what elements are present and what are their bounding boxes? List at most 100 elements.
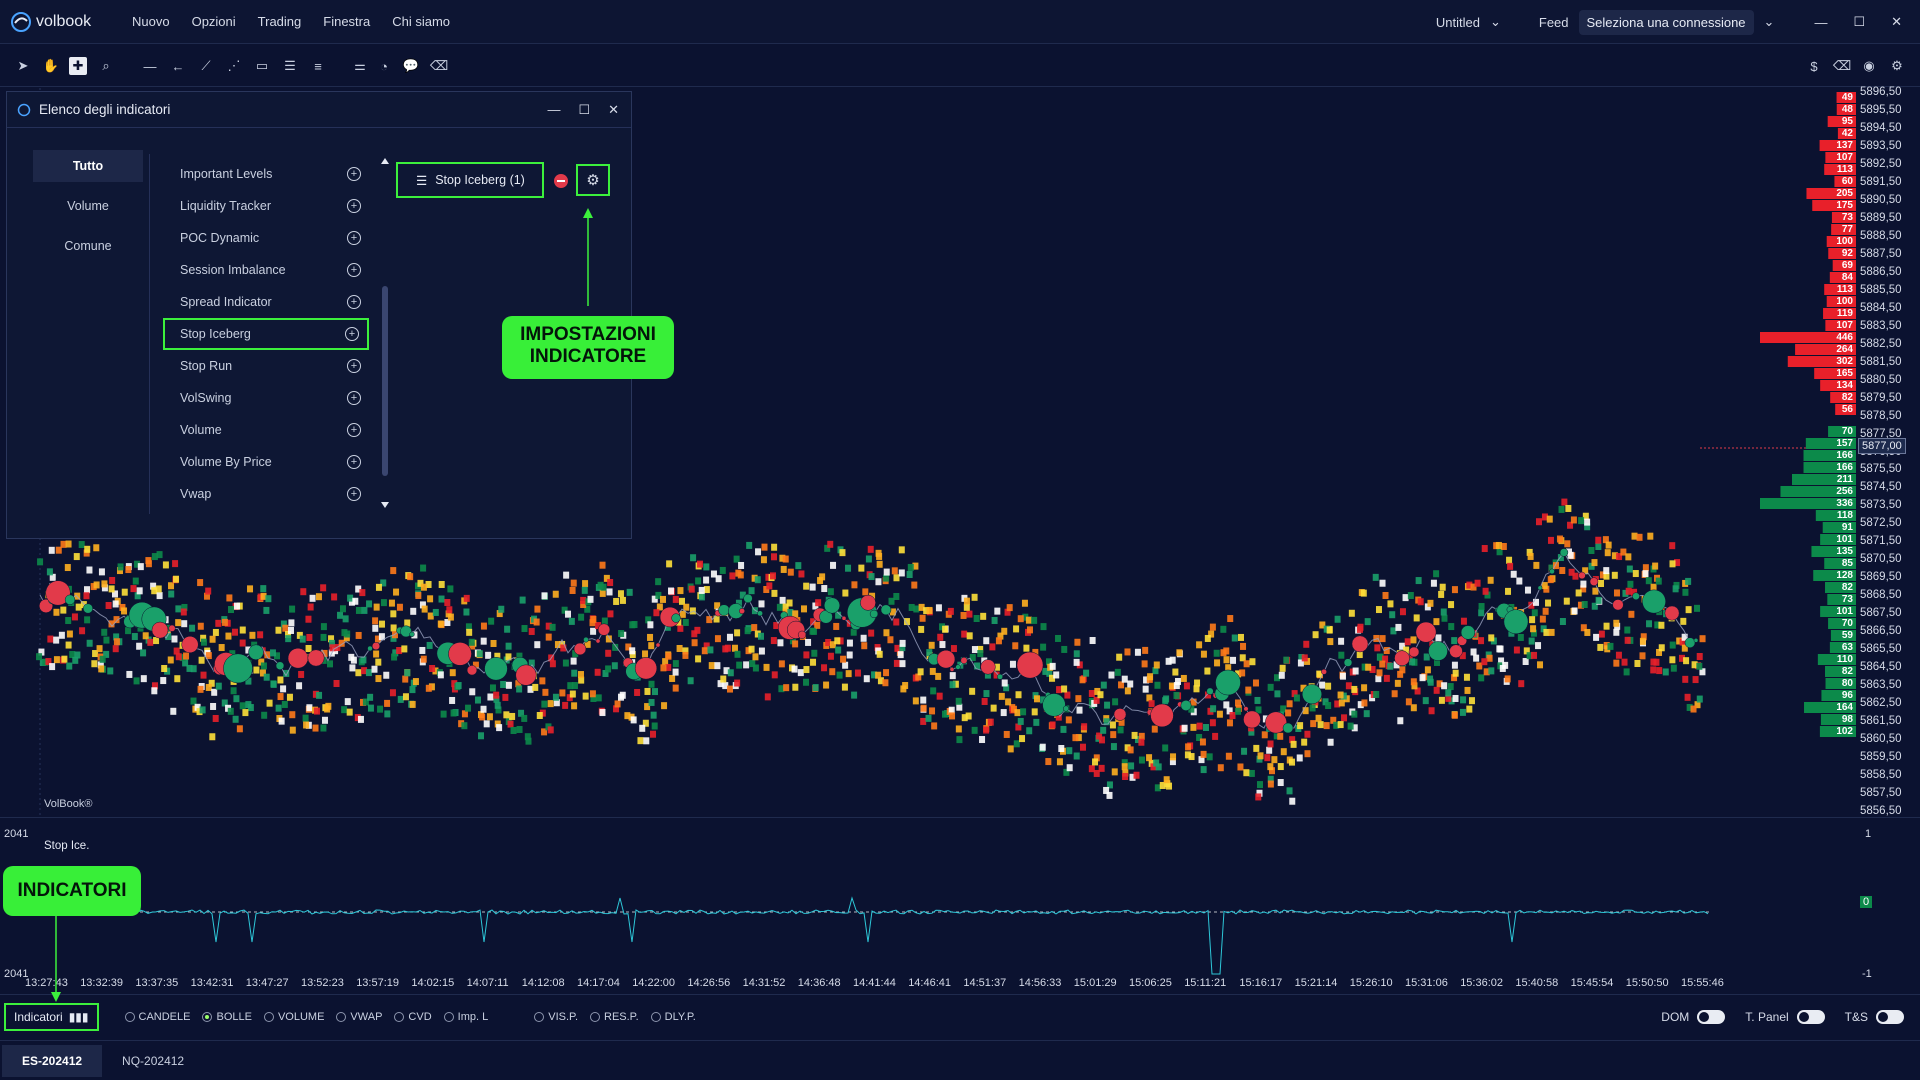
dom-ask-bar <box>1825 152 1856 163</box>
menu-chi-siamo[interactable]: Chi siamo <box>392 14 451 29</box>
category-list: Tutto Volume Comune <box>33 150 143 270</box>
rectangle-icon[interactable]: ▭ <box>255 58 269 73</box>
minimize-icon[interactable]: — <box>547 102 561 117</box>
tab-nq[interactable]: NQ-202412 <box>122 1053 185 1068</box>
mode-vis-p[interactable]: VIS.P. <box>534 1011 578 1023</box>
indicator-item[interactable]: Liquidity Tracker + <box>151 190 369 222</box>
heatmap-cell <box>390 567 397 575</box>
trendline-icon[interactable]: ⟋ <box>201 58 211 73</box>
menu-trading[interactable]: Trading <box>257 14 302 29</box>
add-icon[interactable]: + <box>347 423 361 437</box>
mode-vwap[interactable]: VWAP <box>336 1011 382 1023</box>
comment-icon[interactable]: 💬 <box>402 58 420 73</box>
remove-indicator-button[interactable] <box>554 174 568 188</box>
menu-nuovo[interactable]: Nuovo <box>132 14 170 29</box>
heatmap-cell <box>637 737 644 745</box>
drag-handle-icon[interactable]: ☰ <box>416 173 428 188</box>
heatmap-cell <box>392 649 399 657</box>
menu-opzioni[interactable]: Opzioni <box>191 14 236 29</box>
add-icon[interactable]: + <box>347 391 361 405</box>
tab-es[interactable]: ES-202412 <box>2 1044 103 1077</box>
indicator-item[interactable]: Volume By Price + <box>151 446 369 478</box>
zoom-icon[interactable]: ⌕ <box>102 58 110 73</box>
timer-icon[interactable]: ◔ <box>380 58 388 74</box>
tpanel-toggle[interactable] <box>1796 1010 1825 1024</box>
dollar-icon[interactable]: $ <box>1810 58 1818 74</box>
path-icon[interactable]: ⋰ <box>227 58 241 73</box>
volume-bubble <box>1206 687 1214 695</box>
indicator-item[interactable]: Vwap + <box>151 478 369 510</box>
ts-toggle[interactable] <box>1876 1010 1904 1024</box>
record-icon[interactable]: ◉ <box>1863 58 1875 73</box>
category-volume[interactable]: Volume <box>67 199 109 213</box>
price-axis[interactable]: 5896,50 5895,50 5894,50 5893,50 5892,50 5891,… <box>1856 86 1920 817</box>
indicator-item[interactable]: Volume + <box>151 414 369 446</box>
active-indicator-chip[interactable]: ☰ Stop Iceberg (1) <box>396 162 544 198</box>
indicator-scrollbar[interactable] <box>379 156 391 512</box>
mode-cvd[interactable]: CVD <box>394 1011 432 1023</box>
dialog-title-bar[interactable]: Elenco degli indicatori — ☐ ✕ <box>7 92 631 128</box>
dom-toggle[interactable] <box>1697 1010 1726 1024</box>
indicator-settings-button[interactable]: ⚙ <box>576 164 610 196</box>
add-icon[interactable]: + <box>347 199 361 213</box>
time-axis[interactable]: 13:27:43 13:32:39 13:37:35 13:42:31 13:47:27… <box>0 977 1820 993</box>
maximize-icon[interactable]: ☐ <box>1853 14 1866 29</box>
add-icon[interactable]: + <box>347 455 361 469</box>
heatmap-cell <box>425 684 432 692</box>
heatmap-cell <box>688 585 695 593</box>
mode-volume[interactable]: VOLUME <box>263 1011 324 1023</box>
indicator-item[interactable]: VolSwing + <box>151 382 369 414</box>
indicator-item-selected[interactable]: Stop Iceberg + <box>163 318 369 350</box>
indicators-button[interactable]: Indicatori ▮▮▮ <box>4 1002 99 1031</box>
add-icon[interactable]: + <box>347 295 361 309</box>
crosshair-icon[interactable]: ✚ <box>69 57 87 75</box>
ray-icon[interactable]: ← <box>171 58 185 74</box>
pointer-icon[interactable]: ➤ <box>17 58 29 73</box>
indicator-item[interactable]: Important Levels + <box>151 158 369 190</box>
mode-imp-l[interactable]: Imp. L <box>443 1011 488 1023</box>
heatmap-cell <box>1535 518 1542 526</box>
mode-bolle[interactable]: BOLLE <box>202 1011 252 1023</box>
heatmap-cell <box>1374 644 1381 652</box>
close-icon[interactable]: ✕ <box>1891 14 1902 29</box>
heatmap-cell <box>656 603 663 611</box>
indicator-item[interactable]: POC Dynamic + <box>151 222 369 254</box>
indicator-item[interactable]: Session Imbalance + <box>151 254 369 286</box>
heatmap-cell <box>1108 671 1115 679</box>
add-icon[interactable]: + <box>345 327 359 341</box>
workspace-select[interactable]: Untitled ⌄ <box>1436 14 1501 30</box>
mode-dly-p[interactable]: DLY.P. <box>650 1011 696 1023</box>
gear-icon[interactable]: ⚙ <box>1891 58 1903 73</box>
indicator-item[interactable]: Spread Indicator + <box>151 286 369 318</box>
add-icon[interactable]: + <box>347 167 361 181</box>
add-icon[interactable]: + <box>347 487 361 501</box>
list-icon[interactable]: ☰ <box>284 58 296 73</box>
category-comune[interactable]: Comune <box>64 239 112 253</box>
maximize-icon[interactable]: ☐ <box>578 102 591 117</box>
close-icon[interactable]: ✕ <box>608 102 619 117</box>
heatmap-cell <box>572 650 579 658</box>
mode-candele[interactable]: CANDELE <box>124 1011 190 1023</box>
eraser-icon[interactable]: ⌫ <box>429 58 449 73</box>
add-icon[interactable]: + <box>347 359 361 373</box>
settings-sliders-icon[interactable]: ⚌ <box>354 58 366 73</box>
footprint-chart[interactable] <box>0 88 1820 816</box>
horizontal-line-icon[interactable]: — <box>143 58 157 74</box>
add-icon[interactable]: + <box>347 231 361 245</box>
heatmap-cell <box>1138 738 1145 746</box>
connection-select[interactable]: Seleziona una connessione <box>1578 9 1754 35</box>
subpanel-left-top: 2041 <box>4 828 29 840</box>
heatmap-cell <box>1656 667 1663 675</box>
lines-icon[interactable]: ≡ <box>314 58 322 74</box>
eraser-icon[interactable]: ⌫ <box>1832 58 1852 73</box>
indicator-item[interactable]: Stop Run + <box>151 350 369 382</box>
heatmap-cell <box>1685 606 1692 614</box>
mode-label: VWAP <box>350 1010 383 1023</box>
mode-res-p[interactable]: RES.P. <box>590 1011 639 1023</box>
chevron-down-icon[interactable]: ⌄ <box>1763 14 1775 29</box>
category-tutto[interactable]: Tutto <box>33 150 143 182</box>
menu-finestra[interactable]: Finestra <box>323 14 371 29</box>
hand-icon[interactable]: ✋ <box>42 58 60 73</box>
minimize-icon[interactable]: — <box>1814 14 1828 30</box>
add-icon[interactable]: + <box>347 263 361 277</box>
